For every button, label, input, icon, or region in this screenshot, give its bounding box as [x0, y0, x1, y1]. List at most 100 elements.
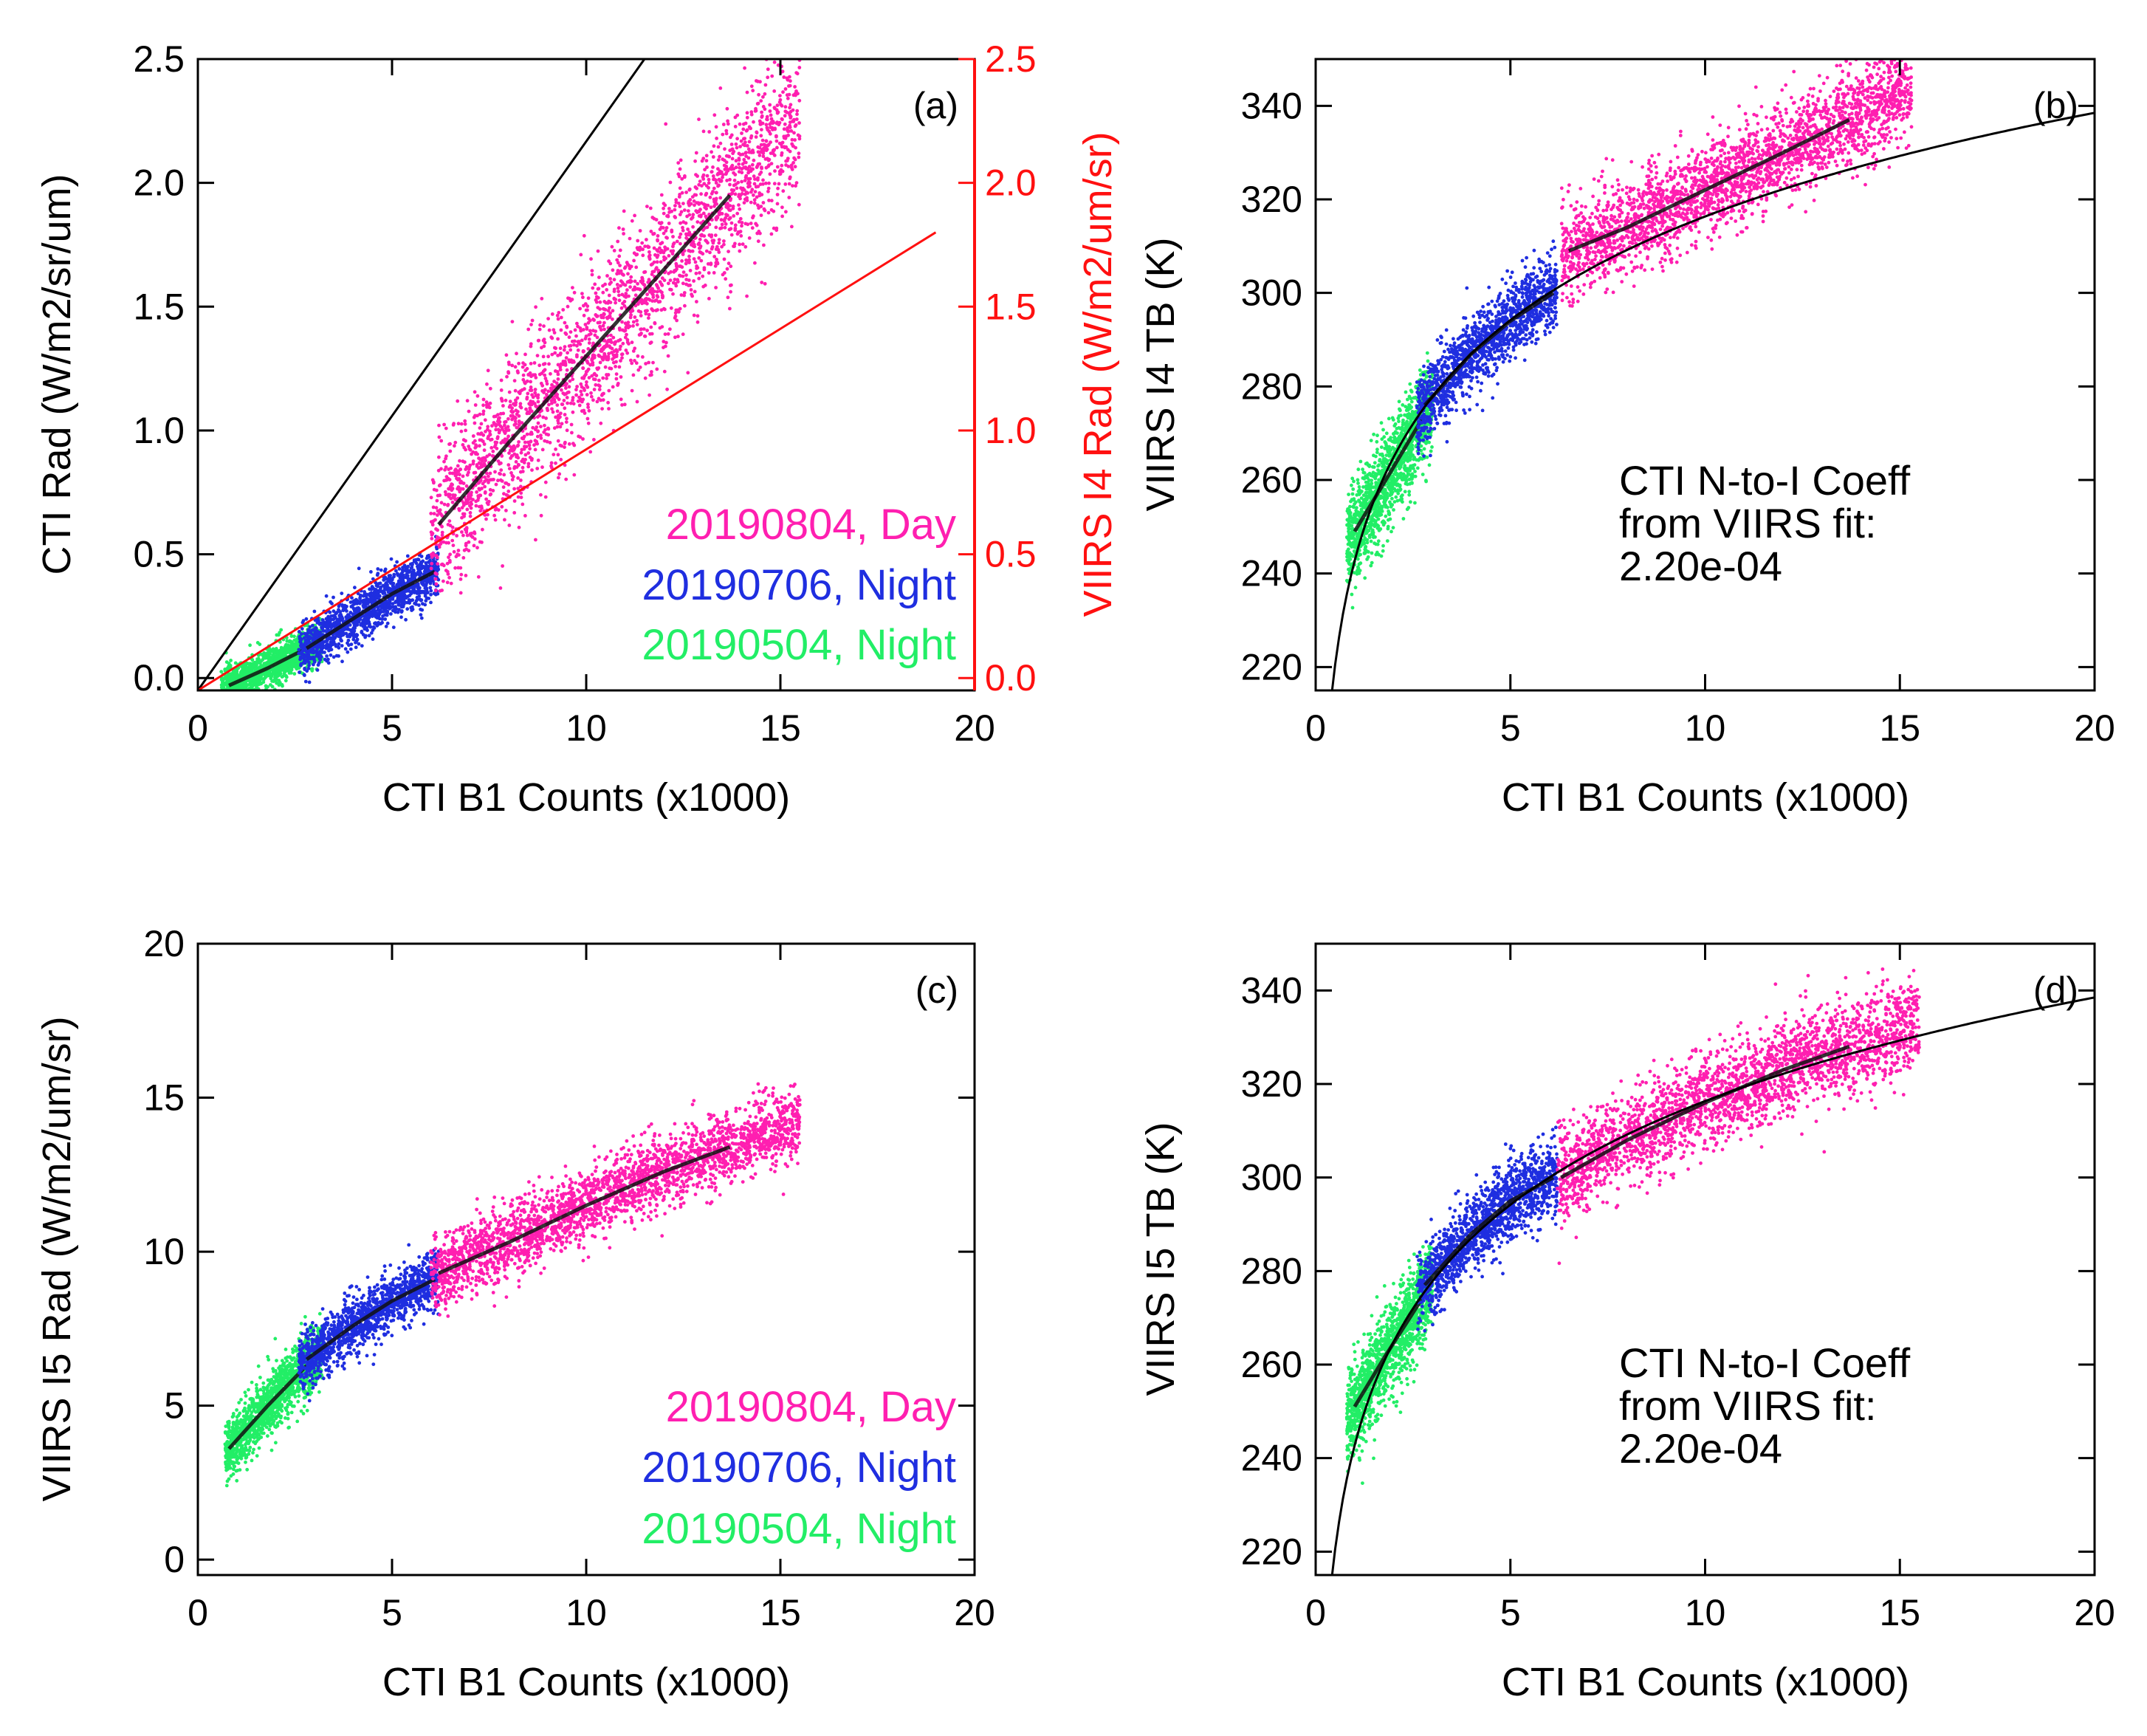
panel-a-point: [606, 309, 611, 313]
panel-a-point: [303, 631, 307, 636]
panel-a-point: [575, 354, 579, 359]
panel-a-point: [647, 257, 652, 261]
panel-a-point: [775, 165, 780, 169]
panel-a-point: [787, 84, 791, 88]
panel-a-point: [444, 493, 448, 497]
panel-a-point: [396, 610, 400, 614]
panel-a-point: [615, 272, 619, 276]
panel-a-point: [578, 306, 582, 311]
panel-a-point: [762, 243, 766, 247]
panel-a-point: [419, 616, 424, 620]
panel-a-point: [698, 250, 702, 254]
panel-a-point: [306, 666, 311, 670]
panel-a-point: [651, 360, 655, 365]
panel-a-point: [752, 201, 757, 205]
panel-a-point: [753, 177, 757, 182]
panel-a-point: [304, 617, 309, 621]
panel-a-point: [488, 487, 492, 492]
panel-a-point: [405, 554, 410, 558]
panel-a-point: [550, 312, 554, 316]
panel-a-point: [605, 377, 608, 380]
panel-a-point: [521, 465, 525, 470]
panel-a-point: [718, 141, 723, 145]
panel-a-point: [554, 461, 557, 465]
panel-a-point: [611, 385, 615, 389]
panel-a-point: [533, 391, 537, 395]
panel-a-point: [262, 662, 267, 665]
panel-a-point: [699, 192, 703, 196]
panel-a-point: [605, 274, 609, 278]
panel-a-point: [715, 258, 718, 261]
panel-a-point: [468, 511, 473, 515]
panel-a-point: [261, 657, 265, 662]
panel-a-point: [691, 224, 695, 229]
panel-a-point: [506, 360, 511, 365]
panel-a-point: [559, 315, 563, 320]
panel-a-point: [553, 346, 557, 350]
panel-a-point: [664, 340, 668, 345]
panel-a-point: [667, 222, 671, 225]
panel-a-point: [733, 115, 738, 120]
panel-a-point: [324, 594, 329, 598]
panel-a-point: [350, 632, 354, 637]
panel-a-point: [284, 679, 288, 683]
panel-a-point: [275, 678, 279, 682]
panel-a-point: [693, 260, 698, 264]
panel-a-point: [507, 524, 512, 527]
panel-a-point: [315, 631, 319, 635]
panel-a-point: [261, 677, 266, 682]
panel-a-point: [743, 179, 747, 182]
panel-a-point: [698, 271, 701, 275]
panel-a-point: [426, 569, 430, 574]
panel-a-point: [575, 385, 579, 388]
panel-a-point: [755, 195, 759, 199]
panel-a-point: [460, 506, 464, 510]
panel-a-point: [315, 620, 320, 625]
panel-a-point: [755, 130, 759, 134]
panel-a-point: [650, 299, 654, 303]
panel-a-point: [526, 451, 531, 455]
panel-a-point: [424, 561, 428, 565]
panel-a-point: [456, 464, 460, 468]
panel-a-point: [611, 335, 616, 340]
panel-a-point: [729, 289, 732, 294]
panel-a-point: [395, 583, 399, 588]
panel-a-point: [442, 478, 446, 483]
panel-a-point: [289, 668, 294, 672]
panel-a-point: [376, 567, 380, 571]
panel-a-point: [763, 92, 767, 96]
panel-a-point: [724, 277, 728, 281]
panel-a-point: [762, 143, 766, 147]
panel-a-point: [716, 145, 721, 149]
panel-a-point: [743, 140, 747, 145]
panel-a-point: [591, 318, 595, 321]
panel-a-point: [509, 456, 512, 460]
panel-a-point: [396, 600, 400, 605]
panel-a-point: [541, 354, 546, 359]
panel-a-point: [545, 382, 549, 386]
panel-a-point: [752, 198, 757, 202]
panel-a-point: [508, 448, 512, 453]
panel-a-point: [763, 83, 768, 87]
panel-a-point: [626, 272, 630, 276]
panel-a-point: [671, 244, 675, 249]
panel-a-point: [797, 98, 802, 103]
panel-a-point: [704, 184, 709, 188]
panel-a-point: [289, 662, 292, 667]
panel-a-point: [788, 120, 792, 125]
panel-a-point: [673, 278, 677, 281]
panel-a-point: [622, 304, 627, 308]
panel-a-point: [410, 563, 414, 566]
panel-a-point: [385, 583, 389, 587]
panel-a-point: [786, 157, 790, 161]
panel-a-point: [344, 631, 348, 636]
panel-a-point: [757, 92, 760, 97]
panel-a-point: [473, 421, 477, 425]
panel-a-point: [752, 193, 755, 197]
panel-a-point: [699, 258, 704, 263]
panel-a-point: [486, 512, 489, 517]
panel-a-point: [660, 290, 664, 295]
panel-a-point: [718, 86, 723, 90]
panel-a-point: [673, 207, 677, 212]
panel-a-point: [769, 199, 774, 203]
